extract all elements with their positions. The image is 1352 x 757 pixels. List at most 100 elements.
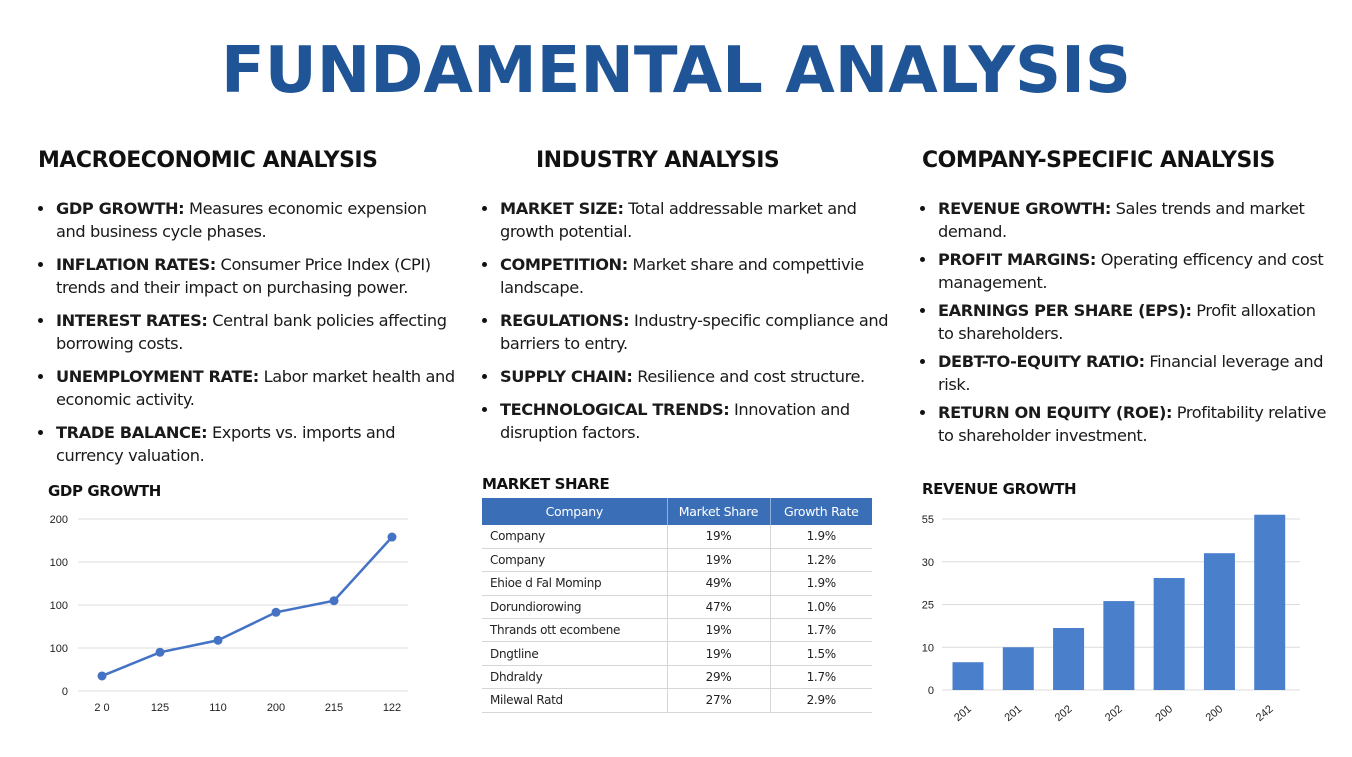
- list-item: SUPPLY CHAIN: Resilience and cost struct…: [482, 365, 892, 388]
- company-specific-column: COMPANY-SPECIFIC ANALYSIS REVENUE GROWTH…: [920, 148, 1330, 452]
- company-cell: Ehioe d Fal Mominp: [482, 571, 668, 596]
- table-body: Company 19% 1.9% Company 19% 1.2% Ehioe d Fal …: [482, 525, 872, 713]
- item-text: Profit alloxation to shareholders.: [938, 301, 1316, 343]
- series-line: [101, 536, 393, 678]
- item-term: TECHNOLOGICAL TRENDS:: [500, 400, 730, 419]
- market-share-cell: 29%: [667, 665, 771, 690]
- x-tick-label: 200: [267, 702, 285, 714]
- x-tick-label: 2 0: [94, 702, 109, 714]
- item-text: Innovation and disruption factors.: [500, 400, 850, 442]
- item-term: INFLATION RATES:: [56, 255, 216, 274]
- bar: [1254, 514, 1286, 690]
- x-tick-label: 202: [1103, 703, 1125, 724]
- x-tick-label: 200: [1204, 703, 1226, 724]
- x-tick-label: 110: [209, 702, 227, 714]
- industry-column: INDUSTRY ANALYSIS MARKET SIZE: Total add…: [482, 148, 892, 454]
- bar: [1153, 577, 1185, 690]
- item-text: Labor market health and economic activit…: [56, 367, 455, 409]
- item-term: GDP GROWTH:: [56, 199, 185, 218]
- growth-rate-cell: 1.7%: [770, 665, 872, 690]
- y-tick-label: 0: [62, 686, 68, 698]
- data-point: [213, 635, 223, 645]
- company-cell: Dhdraldy: [482, 665, 668, 690]
- item-term: MARKET SIZE:: [500, 199, 624, 218]
- item-term: SUPPLY CHAIN:: [500, 367, 633, 386]
- column-header: Market Share: [667, 498, 771, 525]
- x-tick-label: 200: [1153, 703, 1175, 724]
- market-share-cell: 19%: [667, 525, 771, 549]
- company-cell: Dngtline: [482, 641, 668, 666]
- table-row: Thrands ott ecombene 19% 1.7%: [482, 618, 872, 643]
- list-item: TRADE BALANCE: Exports vs. imports and c…: [38, 421, 458, 467]
- item-text: Total addressable market and growth pote…: [500, 199, 857, 241]
- item-text: Measures economic expension and business…: [56, 199, 427, 241]
- list-item: GDP GROWTH: Measures economic expension …: [38, 197, 458, 243]
- data-point: [329, 596, 339, 606]
- table-row: Milewal Ratd 27% 2.9%: [482, 688, 872, 713]
- item-term: EARNINGS PER SHARE (EPS):: [938, 301, 1192, 320]
- y-tick-label: 100: [50, 557, 68, 569]
- x-tick-label: 201: [1002, 703, 1024, 724]
- bar: [1103, 601, 1135, 690]
- item-term: INTEREST RATES:: [56, 311, 208, 330]
- y-tick-label: 10: [922, 642, 934, 654]
- item-text: Market share and compettivie landscape.: [500, 255, 864, 297]
- macroeconomic-column: MACROECONOMIC ANALYSIS GDP GROWTH: Measu…: [38, 148, 458, 477]
- x-tick-label: 215: [325, 702, 343, 714]
- growth-rate-cell: 1.5%: [770, 641, 872, 666]
- market-share-title: MARKET SHARE: [482, 475, 610, 493]
- page-title: FUNDAMENTAL ANALYSIS: [221, 34, 1131, 108]
- gdp-growth-line-chart: 0 100 100 100 200 2 0 125 110 200 215 122: [50, 514, 408, 714]
- list-item: TECHNOLOGICAL TRENDS: Innovation and dis…: [482, 398, 892, 444]
- market-share-cell: 19%: [667, 641, 771, 666]
- table-header-row: Company Market Share Growth Rate: [482, 498, 872, 525]
- growth-rate-cell: 1.7%: [770, 618, 872, 643]
- x-tick-label: 125: [151, 702, 169, 714]
- item-term: REVENUE GROWTH:: [938, 199, 1111, 218]
- column-heading: INDUSTRY ANALYSIS: [536, 148, 780, 173]
- x-tick-label: 242: [1254, 703, 1276, 724]
- item-text: Profitability relative to shareholder in…: [938, 403, 1327, 445]
- table-row: Company 19% 1.2%: [482, 548, 872, 573]
- revenue-chart-title: REVENUE GROWTH: [922, 480, 1077, 498]
- list-item: PROFIT MARGINS: Operating efficency and …: [920, 248, 1330, 294]
- list-item: UNEMPLOYMENT RATE: Labor market health a…: [38, 365, 458, 411]
- growth-rate-cell: 1.9%: [770, 571, 872, 596]
- item-term: DEBT-TO-EQUITY RATIO:: [938, 352, 1145, 371]
- company-cell: Dorundiorowing: [482, 595, 668, 620]
- market-share-cell: 19%: [667, 618, 771, 643]
- list-item: DEBT-TO-EQUITY RATIO: Financial leverage…: [920, 350, 1330, 396]
- data-point: [271, 607, 281, 617]
- item-text: Operating efficency and cost management.: [938, 250, 1324, 292]
- y-tick-label: 25: [922, 600, 934, 612]
- y-tick-label: 100: [50, 600, 68, 612]
- list-item: REVENUE GROWTH: Sales trends and market …: [920, 197, 1330, 243]
- company-cell: Thrands ott ecombene: [482, 618, 668, 643]
- item-text: Consumer Price Index (CPI) trends and th…: [56, 255, 431, 297]
- market-share-cell: 19%: [667, 548, 771, 573]
- table-row: Dhdraldy 29% 1.7%: [482, 665, 872, 690]
- market-share-cell: 49%: [667, 571, 771, 596]
- market-share-cell: 27%: [667, 688, 771, 713]
- column-header: Growth Rate: [770, 498, 872, 525]
- item-term: TRADE BALANCE:: [56, 423, 208, 442]
- table-row: Dorundiorowing 47% 1.0%: [482, 595, 872, 620]
- table-row: Ehioe d Fal Mominp 49% 1.9%: [482, 571, 872, 596]
- item-term: REGULATIONS:: [500, 311, 630, 330]
- bar: [1203, 553, 1235, 690]
- growth-rate-cell: 1.2%: [770, 548, 872, 573]
- gdp-chart-title: GDP GROWTH: [48, 482, 161, 500]
- x-tick-label: 202: [1053, 703, 1075, 724]
- item-term: RETURN ON EQUITY (ROE):: [938, 403, 1173, 422]
- y-tick-label: 0: [928, 685, 934, 697]
- item-text: Central bank policies affecting borrowin…: [56, 311, 447, 353]
- item-text: Industry-specific compliance and barrier…: [500, 311, 889, 353]
- y-tick-label: 30: [922, 557, 934, 569]
- company-cell: Company: [482, 548, 668, 573]
- list-item: RETURN ON EQUITY (ROE): Profitability re…: [920, 401, 1330, 447]
- market-share-table: Company Market Share Growth Rate Company…: [482, 498, 872, 713]
- bar: [1002, 647, 1034, 690]
- bullet-list: GDP GROWTH: Measures economic expension …: [38, 197, 458, 467]
- list-item: MARKET SIZE: Total addressable market an…: [482, 197, 892, 243]
- growth-rate-cell: 1.0%: [770, 595, 872, 620]
